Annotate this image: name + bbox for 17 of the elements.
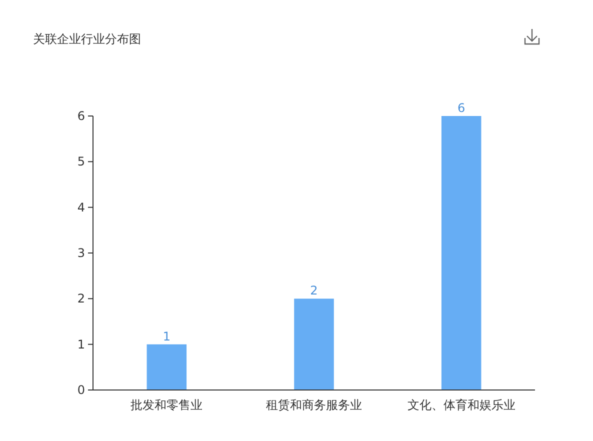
y-tick-label: 4 — [77, 200, 85, 214]
bar — [146, 344, 187, 390]
x-tick-label: 批发和零售业 — [130, 398, 203, 412]
y-tick-label: 2 — [77, 292, 85, 306]
y-tick-label: 1 — [77, 337, 85, 352]
y-tick-label: 5 — [77, 154, 85, 169]
data-label: 1 — [162, 329, 170, 344]
x-tick-label: 文化、体育和娱乐业 — [407, 398, 516, 412]
y-tick-label: 3 — [77, 246, 85, 260]
bar — [294, 298, 334, 390]
y-tick-label: 0 — [77, 383, 85, 397]
x-tick-label: 租赁和商务服务业 — [266, 398, 362, 412]
data-label: 2 — [310, 284, 318, 298]
data-label: 6 — [458, 101, 466, 115]
bar — [441, 116, 482, 390]
chart-title: 关联企业行业分布图 — [33, 32, 141, 46]
y-tick-label: 6 — [77, 109, 85, 123]
